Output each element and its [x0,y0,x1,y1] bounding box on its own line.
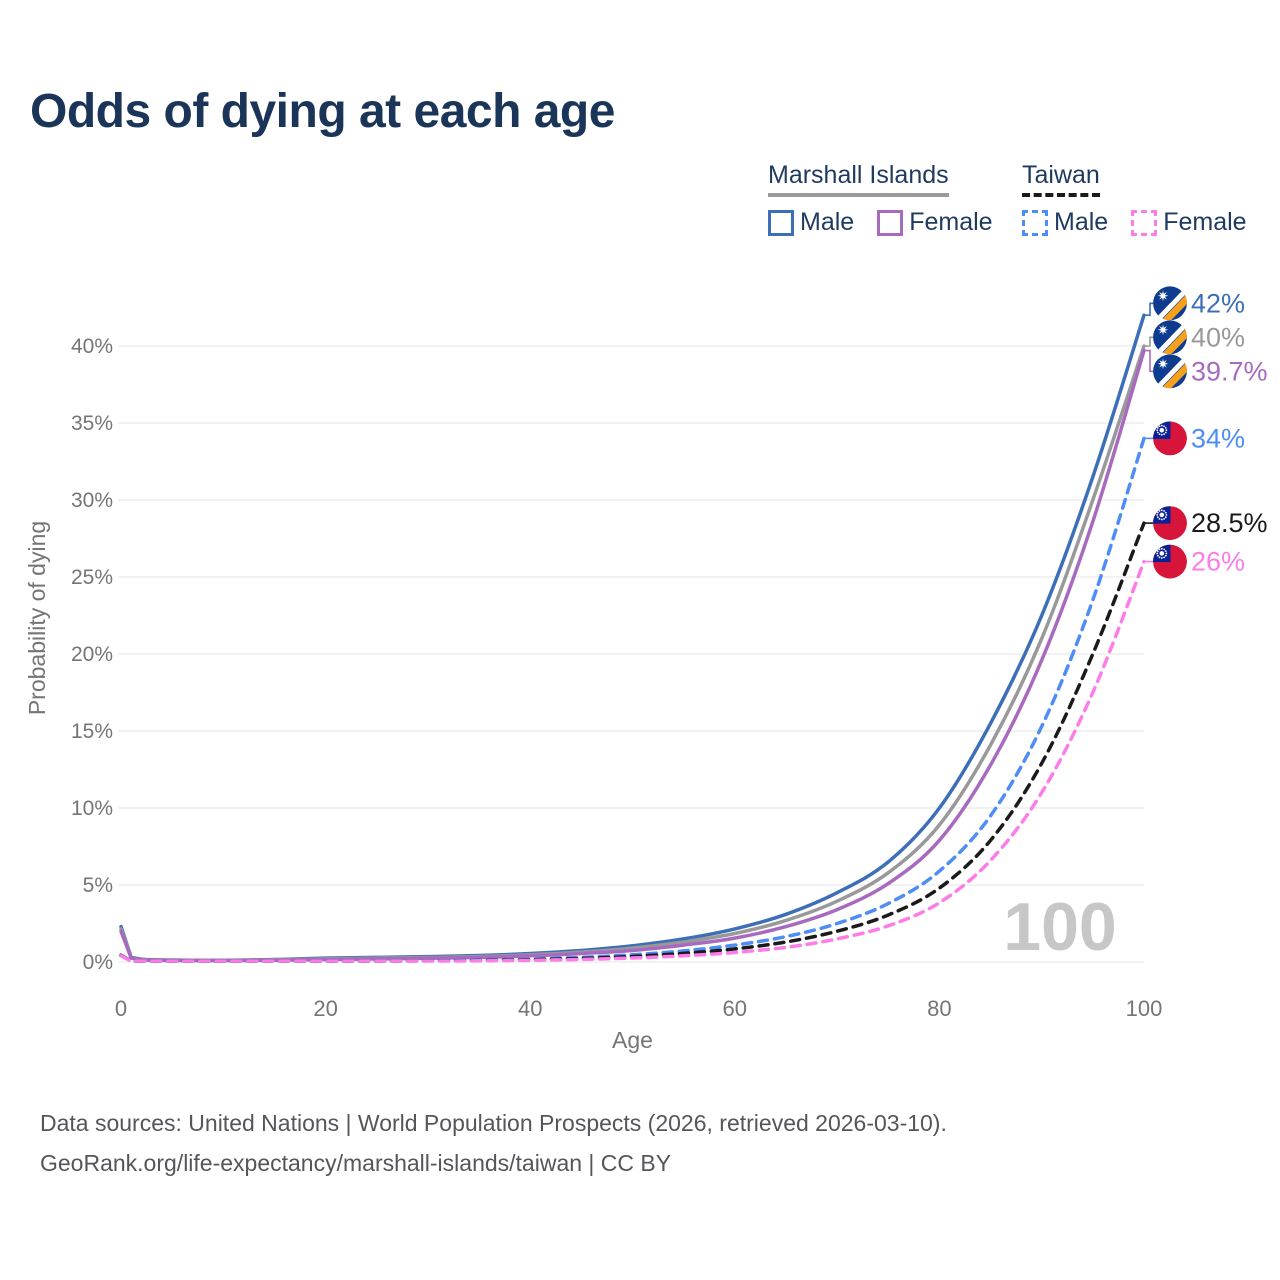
y-tick-label: 20% [71,643,113,666]
legend-item-tw-female[interactable]: Female [1131,208,1247,237]
end-label-mi_all: 40% [1191,322,1245,352]
page-title: Odds of dying at each age [30,85,615,138]
end-label-tw_male: 34% [1191,423,1245,453]
y-tick-label: 10% [71,797,113,820]
data-sources-text: Data sources: United Nations | World Pop… [40,1110,947,1136]
legend-label-mi-male: Male [800,208,855,236]
legend-label-tw-male: Male [1054,208,1109,236]
label-connector [1144,302,1153,317]
hover-age-watermark: 100 [1003,889,1116,965]
series-line-mi_female[interactable] [119,348,1146,963]
legend-item-tw-male[interactable]: Male [1022,208,1108,237]
legend-group-taiwan: Taiwan Male Female [1022,161,1247,237]
x-axis-title: Age [612,1027,653,1053]
tw-female-swatch-icon [1131,209,1158,236]
series-line-mi_male[interactable] [119,313,1146,963]
x-tick-label: 80 [927,996,951,1021]
y-tick-label: 40% [71,335,113,358]
series-curves [119,313,1146,963]
end-labels: 42% 40% 39.7% 34% 28.5% 26% [1144,288,1268,577]
mi-female-swatch-icon [877,209,904,236]
series-line-tw_male[interactable] [119,436,1146,963]
legend-item-mi-female[interactable]: Female [877,208,993,237]
label-connector [1144,349,1153,373]
mi-male-swatch-icon [768,209,794,236]
x-tick-label: 100 [1126,996,1163,1021]
y-tick-label: 25% [71,566,113,589]
y-tick-label: 35% [71,412,113,435]
footer: Data sources: United Nations | World Pop… [40,1103,947,1183]
end-label-tw_all: 28.5% [1191,508,1268,538]
legend-group-marshall-islands: Marshall Islands Male Female [768,161,993,237]
y-tick-label: 5% [83,874,113,897]
series-line-mi_all[interactable] [119,344,1146,963]
legend-country-taiwan[interactable]: Taiwan [1022,161,1100,197]
taiwan-flag-icon [1153,421,1187,456]
legend-label-tw-female: Female [1163,208,1247,236]
end-label-tw_female: 26% [1191,547,1245,577]
y-axis-title: Probability of dying [24,521,50,715]
marshall-islands-flag-icon [1153,354,1187,389]
legend-country-marshall-islands[interactable]: Marshall Islands [768,161,949,197]
attribution-text: GeoRank.org/life-expectancy/marshall-isl… [40,1150,672,1176]
x-tick-label: 60 [723,996,747,1021]
y-axis-tick-labels: 0% 5% 10% 15% 20% 25% 30% 35% 40% [71,335,113,974]
end-label-mi_male: 42% [1191,288,1245,318]
taiwan-flag-icon [1153,544,1187,579]
y-tick-label: 30% [71,489,113,512]
marshall-islands-flag-icon [1153,286,1187,321]
x-tick-label: 0 [115,996,127,1021]
y-tick-label: 0% [83,951,113,974]
x-tick-label: 20 [313,996,337,1021]
series-line-tw_female[interactable] [119,559,1146,963]
marshall-islands-flag-icon [1153,320,1187,355]
x-axis-tick-labels: 0 20 40 60 80 100 [115,996,1162,1021]
tw-male-swatch-icon [1022,209,1048,236]
legend-item-mi-male[interactable]: Male [768,208,854,237]
x-tick-label: 40 [518,996,542,1021]
gridlines [118,345,1144,963]
label-connector [1144,336,1153,347]
end-label-mi_female: 39.7% [1191,356,1268,386]
legend-label-mi-female: Female [909,208,993,236]
y-tick-label: 15% [71,720,113,743]
taiwan-flag-icon [1153,506,1187,541]
